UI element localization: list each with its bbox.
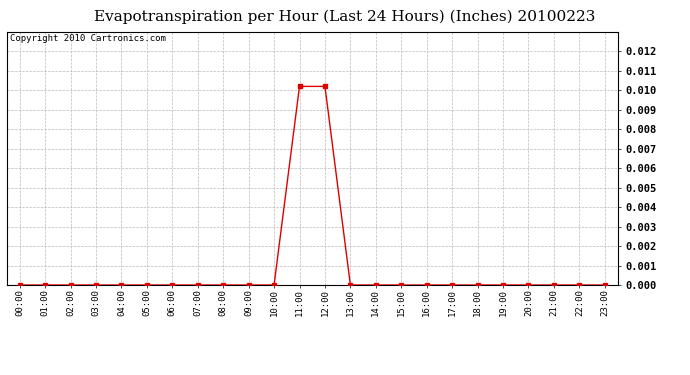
Text: Copyright 2010 Cartronics.com: Copyright 2010 Cartronics.com: [10, 34, 166, 44]
Text: Evapotranspiration per Hour (Last 24 Hours) (Inches) 20100223: Evapotranspiration per Hour (Last 24 Hou…: [95, 9, 595, 24]
